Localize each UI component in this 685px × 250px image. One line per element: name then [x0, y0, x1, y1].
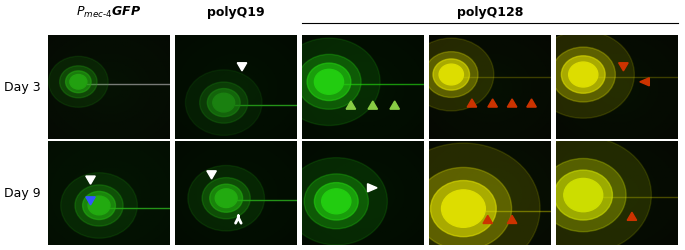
Polygon shape [390, 101, 399, 109]
Circle shape [387, 143, 540, 250]
Circle shape [442, 190, 485, 227]
Circle shape [322, 189, 351, 214]
Circle shape [431, 180, 496, 237]
Circle shape [439, 64, 464, 85]
Circle shape [213, 93, 235, 112]
Circle shape [66, 71, 91, 93]
Circle shape [49, 56, 108, 107]
Circle shape [562, 56, 605, 93]
Circle shape [314, 182, 358, 220]
Circle shape [409, 38, 494, 111]
Circle shape [425, 52, 478, 98]
Circle shape [285, 158, 388, 245]
Circle shape [564, 178, 603, 212]
Text: $P_{mec\text{-}4}$GFP: $P_{mec\text{-}4}$GFP [76, 5, 141, 20]
Circle shape [415, 168, 512, 250]
Circle shape [186, 70, 262, 135]
Text: Day 3: Day 3 [5, 80, 41, 94]
Circle shape [515, 137, 651, 250]
Polygon shape [86, 197, 95, 205]
Polygon shape [483, 215, 493, 224]
Circle shape [202, 178, 250, 219]
Circle shape [61, 173, 138, 238]
Circle shape [60, 66, 97, 98]
Polygon shape [488, 99, 497, 107]
Circle shape [75, 185, 123, 226]
Circle shape [307, 63, 351, 100]
Polygon shape [527, 99, 536, 107]
Polygon shape [619, 63, 628, 71]
Circle shape [304, 174, 369, 229]
Polygon shape [86, 176, 95, 184]
Circle shape [297, 54, 361, 109]
Circle shape [208, 88, 240, 117]
Polygon shape [467, 99, 477, 107]
Text: polyQ128: polyQ128 [457, 6, 523, 19]
Circle shape [278, 38, 380, 126]
Circle shape [433, 59, 469, 90]
Circle shape [532, 31, 634, 118]
Text: Day 9: Day 9 [5, 186, 41, 200]
Polygon shape [237, 63, 247, 71]
Polygon shape [207, 171, 216, 179]
Circle shape [199, 82, 248, 123]
Polygon shape [508, 215, 516, 224]
Polygon shape [368, 184, 377, 192]
Polygon shape [640, 78, 649, 86]
Polygon shape [346, 101, 356, 109]
Circle shape [88, 196, 110, 215]
Circle shape [188, 166, 264, 231]
Polygon shape [368, 101, 377, 109]
Circle shape [314, 69, 344, 94]
Circle shape [540, 158, 626, 232]
Circle shape [83, 192, 116, 220]
Circle shape [569, 62, 598, 87]
Circle shape [554, 170, 612, 220]
Text: polyQ19: polyQ19 [207, 6, 264, 19]
Polygon shape [508, 99, 516, 107]
Circle shape [210, 184, 242, 212]
Circle shape [215, 189, 237, 208]
Polygon shape [627, 212, 636, 220]
Circle shape [551, 47, 615, 102]
Circle shape [70, 74, 87, 89]
